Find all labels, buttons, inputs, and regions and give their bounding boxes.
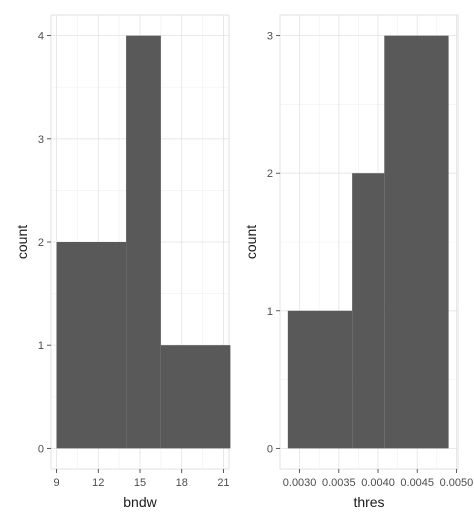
y-tick-label: 3 <box>267 31 273 43</box>
histogram-bar-1 <box>56 242 127 449</box>
x-axis-title: bndw <box>123 494 157 510</box>
y-tick-label: 1 <box>267 306 273 318</box>
histogram-bar-2 <box>352 173 385 449</box>
y-tick-label: 1 <box>38 340 44 352</box>
x-tick-label: 0.0035 <box>322 477 356 489</box>
x-tick-label: 15 <box>134 477 146 489</box>
y-tick-label: 0 <box>38 443 44 455</box>
y-tick-label: 2 <box>38 237 44 249</box>
x-tick-label: 0.0040 <box>361 477 395 489</box>
y-tick-label: 4 <box>38 31 44 43</box>
x-axis-title: thres <box>353 494 384 510</box>
y-axis-title: count <box>243 225 259 259</box>
chart-panel-2: 0.0030 0.0035 0.0040 0.0045 0.0050 0 1 2 3 thres c… <box>243 14 474 510</box>
x-tick-label: 12 <box>92 477 104 489</box>
x-tick-label: 18 <box>176 477 188 489</box>
histogram-bar-2 <box>126 35 161 449</box>
x-tick-label: 21 <box>217 477 229 489</box>
y-tick-label: 2 <box>267 168 273 180</box>
histogram-bar-3 <box>160 345 231 449</box>
y-tick-label: 0 <box>267 443 273 455</box>
x-tick-label: 9 <box>54 477 60 489</box>
x-tick-label: 0.0045 <box>400 477 434 489</box>
y-tick-label: 3 <box>38 134 44 146</box>
y-axis-title: count <box>14 225 30 259</box>
histogram-bar-3 <box>384 35 449 449</box>
x-tick-label: 0.0030 <box>283 477 317 489</box>
histogram-bar-1 <box>287 310 353 449</box>
x-tick-label: 0.0050 <box>440 477 474 489</box>
